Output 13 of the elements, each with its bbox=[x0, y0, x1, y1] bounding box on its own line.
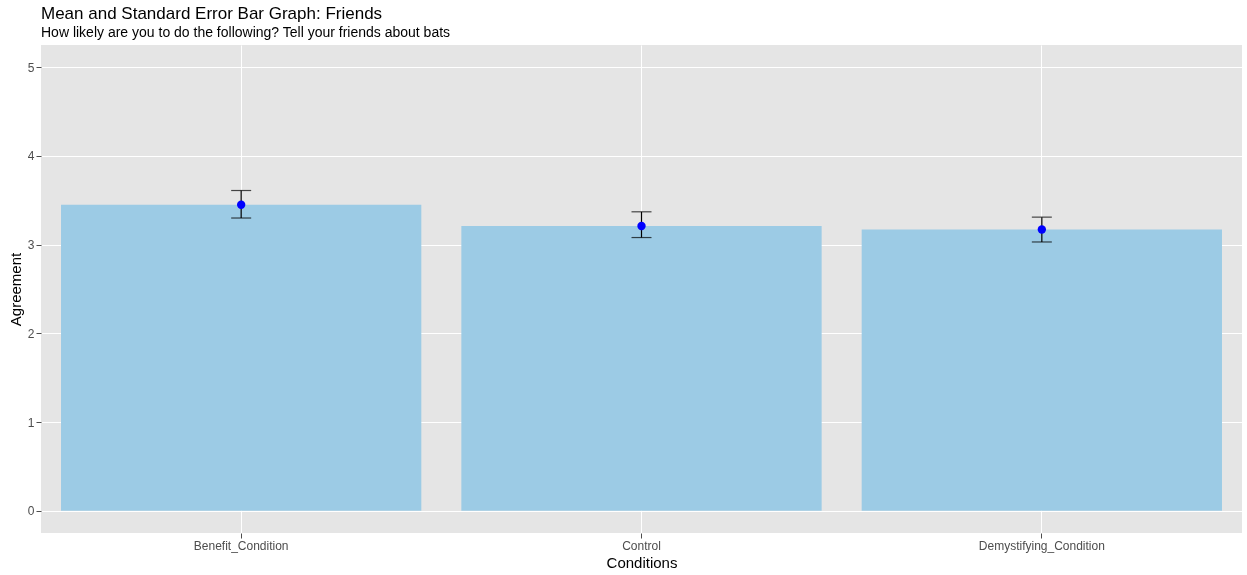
y-tick-label: 4 bbox=[27, 149, 35, 164]
y-tick-label: 0 bbox=[27, 504, 35, 519]
y-tick-label: 3 bbox=[27, 238, 35, 253]
chart-subtitle: How likely are you to do the following? Tell your friends about bats bbox=[41, 24, 451, 40]
y-tick-label: 5 bbox=[27, 60, 35, 75]
x-tick-label: Demystifying_Condition bbox=[978, 538, 1105, 553]
x-tick-label: Control bbox=[622, 538, 661, 553]
chart-title: Mean and Standard Error Bar Graph: Friends bbox=[41, 4, 383, 23]
y-axis-title: Agreement bbox=[6, 251, 24, 327]
x-tick-label: Benefit_Condition bbox=[193, 538, 289, 553]
y-tick-label: 1 bbox=[27, 415, 35, 430]
x-axis-title: Conditions bbox=[606, 553, 678, 571]
y-tick-label: 2 bbox=[27, 326, 35, 341]
